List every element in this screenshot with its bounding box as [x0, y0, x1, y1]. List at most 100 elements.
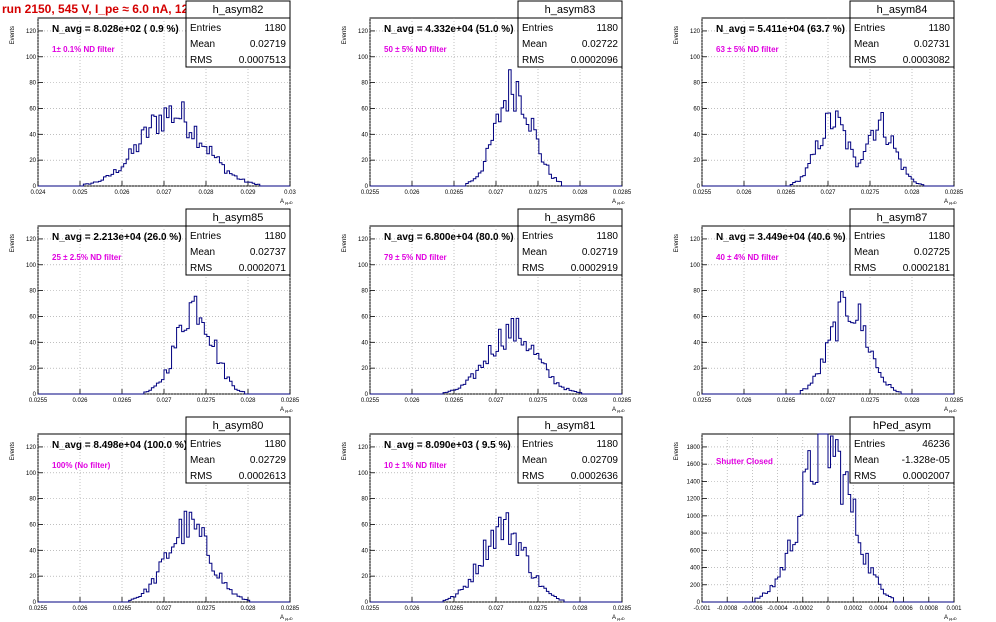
stats-label: Mean: [854, 39, 879, 50]
filter-annotation: 25 ± 2.5% ND filter: [52, 253, 121, 262]
x-tick-label: 0.029: [240, 190, 256, 196]
y-tick-label: 120: [358, 445, 369, 451]
filter-annotation: 63 ± 5% ND filter: [716, 45, 779, 54]
y-tick-label: 120: [358, 237, 369, 243]
y-tick-label: 60: [361, 106, 368, 112]
histogram-panel-h_asym87: 0.0255 0.026 0.0265 0.027 0.0275 0.028 0.0285 0…: [674, 208, 964, 413]
x-axis-title: A μμD: [280, 199, 293, 205]
stats-title: hPed_asym: [873, 420, 931, 432]
x-tick-label: 0.026: [736, 190, 752, 196]
y-tick-label: 400: [690, 566, 701, 572]
x-tick-label: 0.0002: [844, 606, 863, 612]
histogram-line: [370, 69, 622, 187]
y-tick-label: 20: [29, 574, 36, 580]
x-tick-label: 0.0285: [613, 606, 632, 612]
stats-label: RMS: [854, 55, 877, 66]
stats-value: 1180: [264, 439, 286, 450]
y-tick-label: 80: [693, 81, 700, 87]
stats-label: Entries: [854, 231, 885, 242]
y-tick-label: 0: [33, 392, 37, 398]
stats-box: [849, 17, 955, 68]
y-tick-label: 0: [365, 184, 369, 190]
stats-box: [517, 17, 623, 68]
x-tick-label: 0.0275: [529, 190, 548, 196]
stats-label: Mean: [522, 455, 547, 466]
x-tick-label: 0.026: [404, 606, 420, 612]
y-tick-label: 1000: [687, 514, 701, 520]
navg-label: N_avg = 2.213e+04 (26.0 %): [52, 232, 182, 243]
filter-annotation: 40 ± 4% ND filter: [716, 253, 779, 262]
y-tick-label: 80: [361, 497, 368, 503]
y-tick-label: 40: [693, 340, 700, 346]
stats-title: h_asym87: [877, 212, 928, 224]
x-tick-label: 0.0255: [361, 398, 380, 404]
x-tick-label: 0.0265: [445, 398, 464, 404]
x-tick-label: 0.027: [488, 606, 504, 612]
y-tick-label: 200: [690, 583, 701, 589]
x-tick-label: 0.0006: [894, 606, 913, 612]
y-tick-label: 100: [358, 263, 369, 269]
histogram-line: [38, 101, 290, 187]
x-tick-label: 0.028: [572, 398, 588, 404]
stats-value: -1.328e-05: [902, 455, 951, 466]
stats-value: 0.0002007: [903, 471, 951, 482]
filter-annotation: 10 ± 1% ND filter: [384, 461, 447, 470]
filter-annotation: 100% (No filter): [52, 461, 111, 470]
x-tick-label: 0.03: [284, 190, 296, 196]
x-tick-label: 0.026: [404, 398, 420, 404]
y-tick-label: 60: [29, 522, 36, 528]
x-axis-subscript: μμD: [948, 408, 957, 413]
y-axis-title: Events: [10, 442, 16, 460]
stats-title: h_asym80: [213, 420, 264, 432]
x-tick-label: 0.027: [156, 606, 172, 612]
stats-label: Mean: [522, 247, 547, 258]
y-tick-label: 100: [26, 55, 37, 61]
stats-value: 0.02719: [582, 247, 619, 258]
y-tick-label: 40: [361, 132, 368, 138]
y-tick-label: 20: [693, 366, 700, 372]
x-tick-label: 0.027: [156, 190, 172, 196]
y-tick-label: 1200: [687, 497, 701, 503]
navg-label: N_avg = 5.411e+04 (63.7 %): [716, 24, 845, 35]
navg-label: N_avg = 6.800e+04 (80.0 %): [384, 232, 514, 243]
stats-value: 0.0002613: [239, 471, 287, 482]
x-tick-label: 0.027: [820, 398, 836, 404]
histogram-line: [38, 510, 290, 603]
stats-value: 0.02725: [914, 247, 951, 258]
stats-label: Entries: [854, 439, 885, 450]
x-tick-label: -0.001: [693, 606, 711, 612]
x-tick-label: 0.028: [198, 190, 214, 196]
x-tick-label: 0.0004: [869, 606, 888, 612]
y-tick-label: 40: [361, 548, 368, 554]
x-tick-label: 0.0265: [445, 190, 464, 196]
y-tick-label: 20: [29, 158, 36, 164]
y-tick-label: 40: [361, 340, 368, 346]
stats-value: 0.02722: [582, 39, 619, 50]
y-tick-label: 0: [697, 184, 701, 190]
x-tick-label: 0.026: [736, 398, 752, 404]
y-tick-label: 120: [690, 237, 701, 243]
y-tick-label: 60: [361, 522, 368, 528]
stats-value: 0.02709: [582, 455, 619, 466]
y-tick-label: 100: [690, 55, 701, 61]
x-tick-label: 0.028: [240, 606, 256, 612]
stats-title: h_asym84: [877, 4, 928, 16]
x-tick-label: 0.0255: [361, 606, 380, 612]
stats-title: h_asym81: [545, 420, 596, 432]
y-tick-label: 20: [693, 158, 700, 164]
stats-box: [517, 225, 623, 276]
y-tick-label: 100: [358, 55, 369, 61]
stats-label: Mean: [190, 39, 215, 50]
y-tick-label: 20: [361, 158, 368, 164]
y-tick-label: 0: [697, 600, 701, 606]
x-tick-label: 0: [826, 606, 830, 612]
x-tick-label: 0.0275: [529, 606, 548, 612]
stats-value: 0.02719: [250, 39, 287, 50]
stats-label: Entries: [854, 23, 885, 34]
x-tick-label: -0.0002: [793, 606, 814, 612]
stats-value: 0.02731: [914, 39, 951, 50]
stats-label: Entries: [522, 231, 553, 242]
x-axis-title: A μμD: [612, 615, 625, 621]
stats-label: Mean: [190, 455, 215, 466]
stats-label: Entries: [522, 23, 553, 34]
